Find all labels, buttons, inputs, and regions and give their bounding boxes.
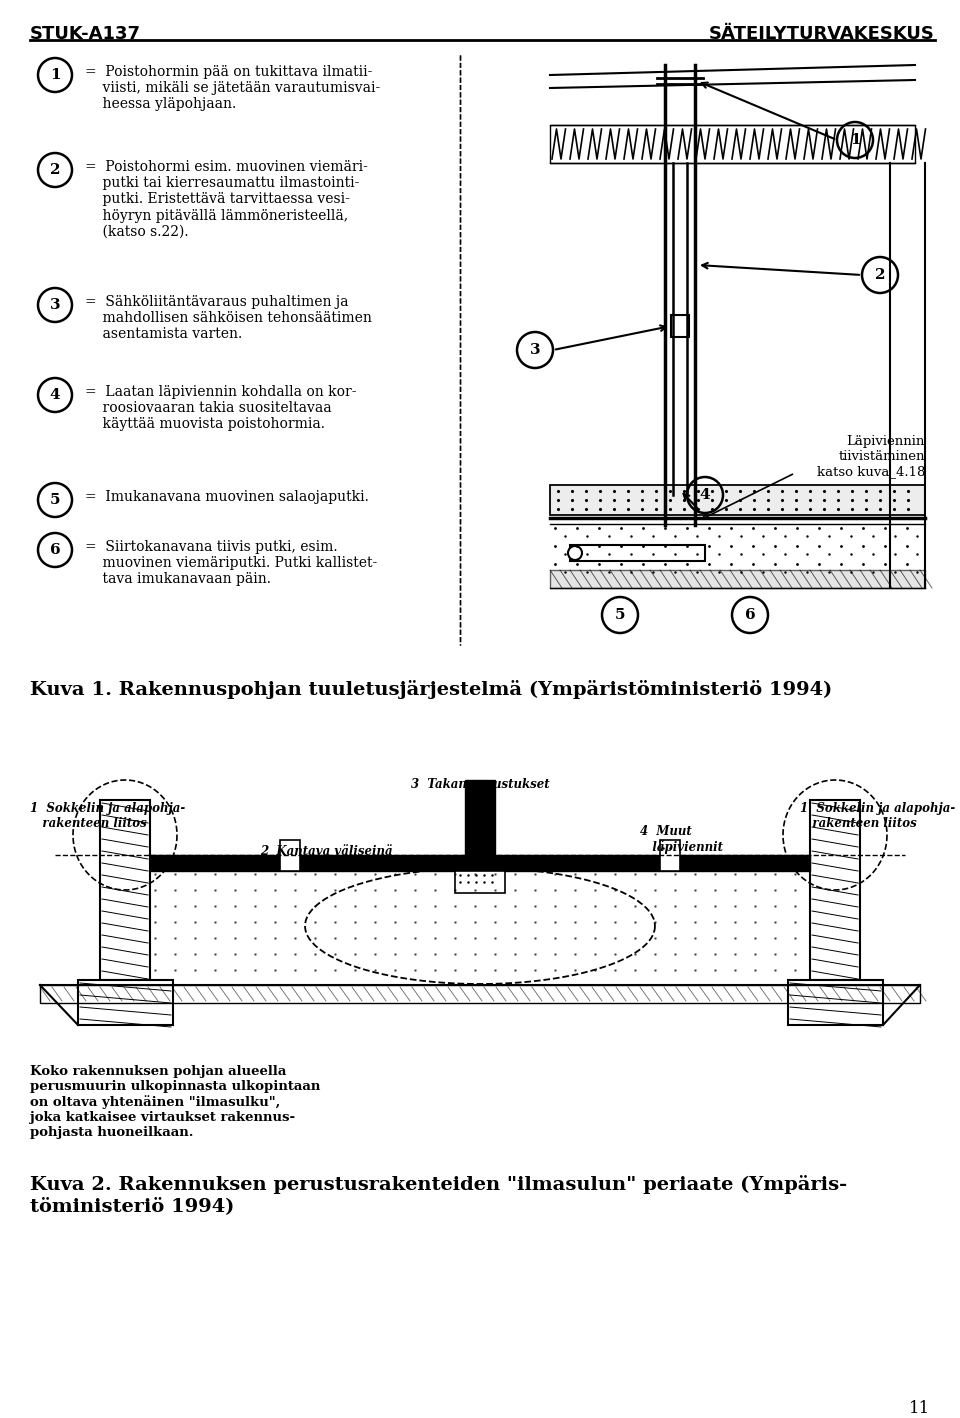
Text: 2  Kantava väliseinä: 2 Kantava väliseinä — [260, 845, 393, 858]
Text: 1  Sokkelin ja alapohja-
   rakenteen liitos: 1 Sokkelin ja alapohja- rakenteen liitos — [800, 803, 955, 830]
Text: 6: 6 — [745, 608, 756, 623]
Bar — [78, 980, 173, 1025]
Text: STUK-A137: STUK-A137 — [30, 26, 141, 43]
Text: =  Poistohormi esim. muovinen viemäri-
    putki tai kierresaumattu ilmastointi-: = Poistohormi esim. muovinen viemäri- pu… — [85, 160, 368, 238]
Circle shape — [568, 546, 582, 560]
Text: 4: 4 — [700, 488, 710, 502]
Text: =  Sähköliitäntävaraus puhaltimen ja
    mahdollisen sähköisen tehonsäätimen
   : = Sähköliitäntävaraus puhaltimen ja mahd… — [85, 295, 372, 342]
Text: =  Imukanavana muovinen salaojaputki.: = Imukanavana muovinen salaojaputki. — [85, 491, 369, 503]
Text: 2: 2 — [875, 268, 885, 282]
Text: =  Poistohormin pää on tukittava ilmatii-
    viisti, mikäli se jätetään varautu: = Poistohormin pää on tukittava ilmatii-… — [85, 65, 380, 112]
Text: Kuva 2. Rakennuksen perustusrakenteiden "ilmasulun" periaate (Ympäris-
töministe: Kuva 2. Rakennuksen perustusrakenteiden … — [30, 1176, 847, 1215]
Text: =  Laatan läpiviennin kohdalla on kor-
    roosiovaaran takia suositeltavaa
    : = Laatan läpiviennin kohdalla on kor- ro… — [85, 386, 356, 431]
Text: Kuva 1. Rakennuspohjan tuuletusjärjestelmä (Ympäristöministeriö 1994): Kuva 1. Rakennuspohjan tuuletusjärjestel… — [30, 681, 832, 699]
Text: 3: 3 — [50, 298, 60, 312]
Bar — [40, 986, 920, 1003]
Bar — [550, 485, 925, 515]
Bar — [788, 980, 883, 1025]
Text: 3: 3 — [530, 343, 540, 357]
Text: Koko rakennuksen pohjan alueella
perusmuurin ulkopinnasta ulkopintaan
on oltava : Koko rakennuksen pohjan alueella perusmu… — [30, 1065, 321, 1139]
Bar — [570, 545, 705, 562]
Bar — [671, 315, 689, 337]
Text: 3  Takan perustukset: 3 Takan perustukset — [411, 778, 549, 791]
Bar — [550, 570, 925, 588]
Text: Läpiviennin
tiivistäminen
katso kuva_4.18: Läpiviennin tiivistäminen katso kuva_4.1… — [817, 435, 925, 478]
Text: 1: 1 — [50, 68, 60, 82]
Text: 5: 5 — [50, 493, 60, 508]
Text: 4: 4 — [50, 389, 60, 401]
Text: 4  Muut
   läpiviennit: 4 Muut läpiviennit — [640, 825, 723, 854]
Text: 5: 5 — [614, 608, 625, 623]
Text: 11: 11 — [909, 1400, 930, 1417]
Bar — [465, 780, 495, 871]
Bar — [150, 855, 810, 871]
Text: 1: 1 — [850, 133, 860, 147]
Bar — [100, 800, 150, 980]
Bar — [810, 800, 860, 980]
Bar — [660, 839, 680, 871]
Text: SÄTEILYTURVAKESKUS: SÄTEILYTURVAKESKUS — [709, 26, 935, 43]
Text: 2: 2 — [50, 163, 60, 177]
Text: 6: 6 — [50, 543, 60, 557]
Bar — [550, 485, 925, 515]
Bar — [550, 125, 915, 163]
Bar — [280, 839, 300, 871]
Text: =  Siirtokanavana tiivis putki, esim.
    muovinen viemäriputki. Putki kallistet: = Siirtokanavana tiivis putki, esim. muo… — [85, 540, 377, 587]
Bar — [455, 871, 505, 893]
Text: 1  Sokkelin ja alapohja-
   rakenteen liitos: 1 Sokkelin ja alapohja- rakenteen liitos — [30, 803, 185, 830]
